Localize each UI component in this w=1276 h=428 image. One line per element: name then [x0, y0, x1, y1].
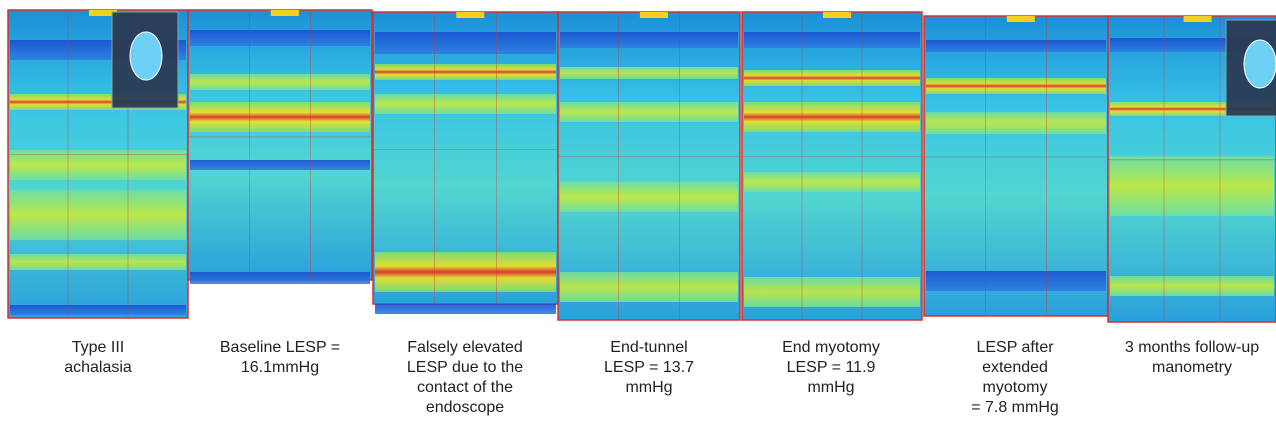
pressure-band	[926, 112, 1106, 134]
pressure-band	[190, 102, 370, 132]
panel-caption: End-tunnel	[610, 339, 687, 356]
pressure-band	[560, 67, 738, 79]
pressure-band	[744, 32, 920, 48]
figure: Type III achalasia Baseline LESP = 16.1mmHg…	[0, 0, 1276, 428]
pressure-band	[10, 305, 186, 315]
pressure-band	[560, 182, 738, 212]
panel-caption: Type III	[72, 339, 124, 356]
pressure-band	[375, 32, 556, 54]
panel-caption: End myotomy	[782, 339, 880, 356]
panel-caption: achalasia	[64, 359, 132, 376]
pressure-band	[190, 30, 370, 46]
panel-caption: Falsely elevated	[407, 339, 523, 356]
pressure-band	[375, 64, 556, 80]
panel-caption: LESP = 11.9	[787, 359, 876, 376]
panel-header	[823, 12, 851, 18]
pressure-band	[560, 102, 738, 122]
pressure-band	[560, 32, 738, 48]
pressure-band	[375, 252, 556, 292]
pressure-band	[190, 74, 370, 90]
pressure-band	[560, 272, 738, 302]
panel-caption: mmHg	[625, 379, 672, 396]
panels	[8, 10, 1276, 322]
manometry-panel	[742, 12, 922, 320]
pressure-band	[926, 40, 1106, 52]
captions: Type III achalasia Baseline LESP = 16.1mmHg…	[64, 339, 1259, 416]
pressure-band	[10, 190, 186, 240]
pressure-band	[926, 78, 1106, 94]
panel-caption: contact of the	[417, 379, 513, 396]
pressure-band	[744, 102, 920, 132]
manometry-panel	[188, 10, 372, 280]
panel-caption: endoscope	[426, 399, 504, 416]
panel-caption: Baseline LESP =	[220, 339, 340, 356]
panel-caption: 16.1mmHg	[241, 359, 319, 376]
panel-caption: 3 months follow-up	[1125, 339, 1259, 356]
pressure-band	[190, 272, 370, 284]
pressure-band	[190, 160, 370, 170]
panel-header	[456, 12, 484, 18]
panel-caption: LESP = 13.7	[604, 359, 694, 376]
pressure-band	[375, 94, 556, 114]
panel-caption: extended	[982, 359, 1048, 376]
pressure-band	[10, 254, 186, 270]
panel-header	[1007, 16, 1035, 22]
3d-cylinder	[1244, 40, 1276, 88]
panel-caption: LESP after	[976, 339, 1054, 356]
panel-caption: mmHg	[807, 379, 854, 396]
panel-caption: LESP due to the	[407, 359, 523, 376]
pressure-band	[744, 172, 920, 192]
pressure-band	[1110, 276, 1274, 296]
pressure-band	[1110, 156, 1274, 216]
panel-header	[1184, 16, 1212, 22]
pressure-band	[744, 277, 920, 307]
panel-caption: manometry	[1152, 359, 1232, 376]
pressure-band	[744, 70, 920, 86]
panel-header	[271, 10, 299, 16]
3d-cylinder	[130, 32, 162, 80]
pressure-band	[926, 271, 1106, 291]
panel-caption: = 7.8 mmHg	[971, 399, 1059, 416]
panel-caption: myotomy	[983, 379, 1048, 396]
panel-header	[640, 12, 668, 18]
pressure-band	[375, 304, 556, 314]
